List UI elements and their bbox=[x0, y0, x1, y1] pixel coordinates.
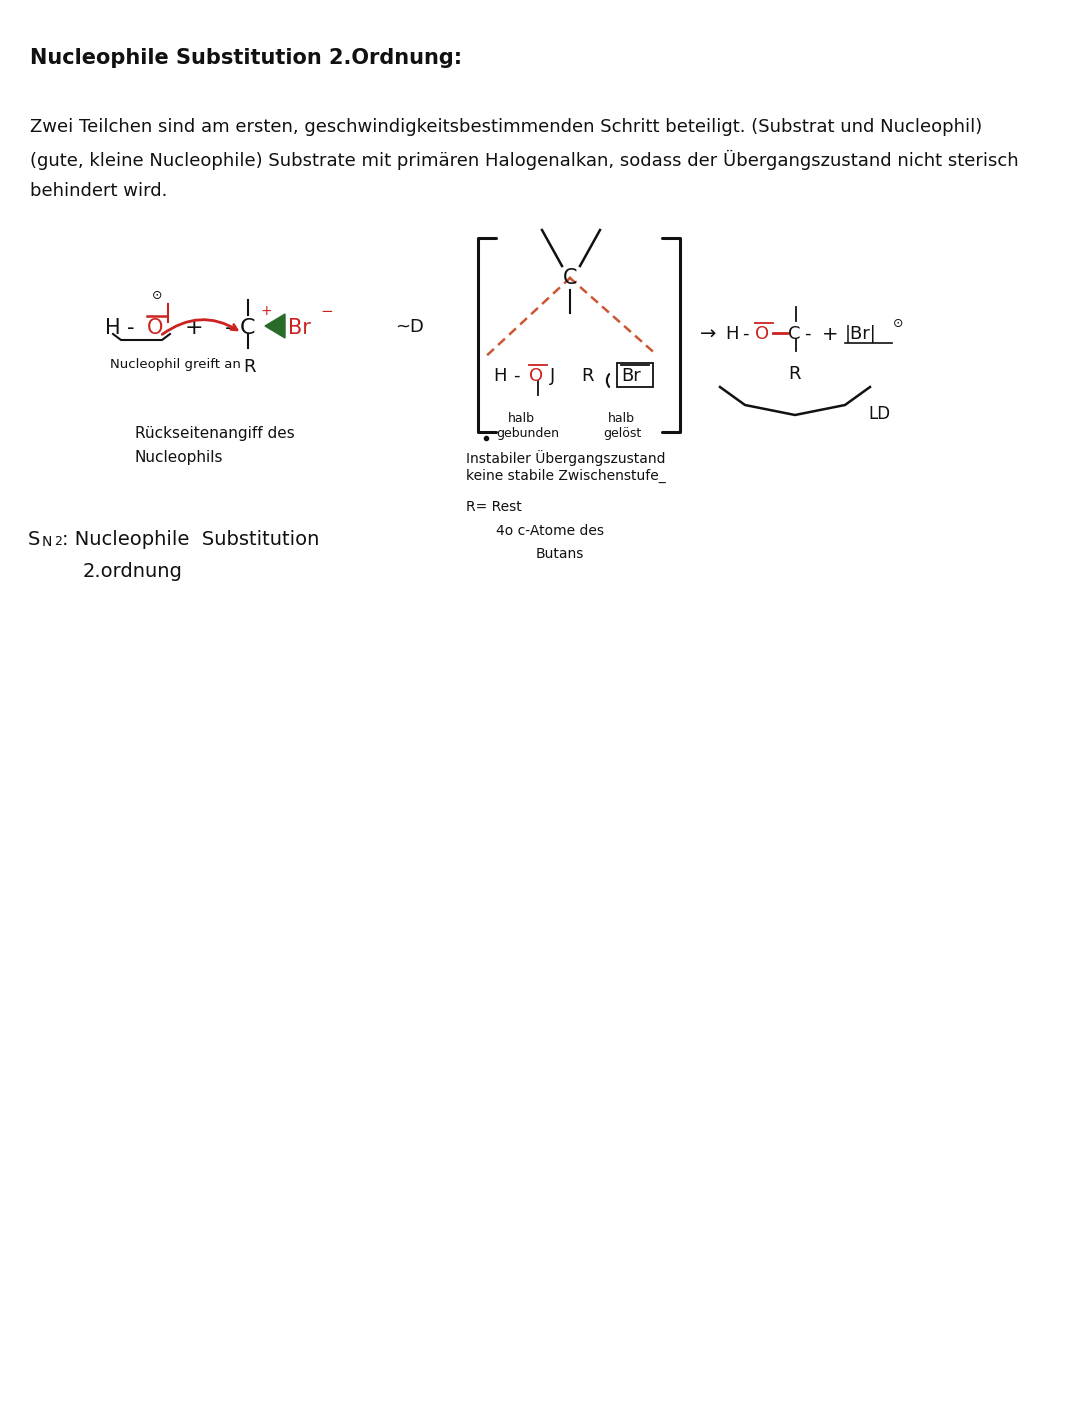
Text: behindert wird.: behindert wird. bbox=[30, 181, 167, 200]
Text: O: O bbox=[529, 367, 543, 385]
Text: C: C bbox=[240, 317, 256, 339]
Text: Zwei Teilchen sind am ersten, geschwindigkeitsbestimmenden Schritt beteiligt. (S: Zwei Teilchen sind am ersten, geschwindi… bbox=[30, 118, 982, 136]
Text: C: C bbox=[788, 324, 800, 343]
Text: −: − bbox=[320, 305, 333, 319]
Text: +: + bbox=[185, 317, 204, 339]
Text: halb: halb bbox=[608, 412, 635, 425]
Text: Nucleophils: Nucleophils bbox=[135, 451, 224, 465]
Text: 4o c-Atome des: 4o c-Atome des bbox=[496, 524, 604, 538]
Text: : Nucleophile  Substitution: : Nucleophile Substitution bbox=[62, 530, 320, 548]
Text: -: - bbox=[804, 324, 810, 343]
Text: +: + bbox=[260, 305, 272, 317]
Text: -: - bbox=[742, 324, 748, 343]
Text: gelöst: gelöst bbox=[603, 427, 642, 441]
Text: Br: Br bbox=[288, 317, 311, 339]
Text: Instabiler Übergangszustand: Instabiler Übergangszustand bbox=[465, 451, 665, 466]
Text: ⊙: ⊙ bbox=[152, 289, 162, 302]
Text: H: H bbox=[725, 324, 739, 343]
Text: Br: Br bbox=[621, 367, 640, 385]
Text: ⊙: ⊙ bbox=[893, 317, 904, 330]
Polygon shape bbox=[265, 315, 285, 339]
Text: H: H bbox=[105, 317, 121, 339]
Text: R: R bbox=[788, 366, 800, 383]
Text: gebunden: gebunden bbox=[496, 427, 559, 441]
Text: (gute, kleine Nucleophile) Substrate mit primären Halogenalkan, sodass der Überg: (gute, kleine Nucleophile) Substrate mit… bbox=[30, 150, 1018, 170]
Text: halb: halb bbox=[508, 412, 535, 425]
Text: keine stabile Zwischenstufe_: keine stabile Zwischenstufe_ bbox=[465, 469, 665, 483]
Text: Nucleophil greift an: Nucleophil greift an bbox=[110, 359, 241, 371]
Text: O: O bbox=[755, 324, 769, 343]
Text: S: S bbox=[28, 530, 40, 548]
Text: O: O bbox=[147, 317, 163, 339]
Text: Nucleophile Substitution 2.Ordnung:: Nucleophile Substitution 2.Ordnung: bbox=[30, 48, 462, 68]
Text: 2: 2 bbox=[54, 536, 62, 548]
Text: J: J bbox=[550, 367, 555, 385]
Text: Rückseitenangiff des: Rückseitenangiff des bbox=[135, 427, 295, 441]
Text: +: + bbox=[822, 324, 838, 344]
Text: R: R bbox=[243, 359, 256, 376]
Text: 2.ordnung: 2.ordnung bbox=[83, 563, 183, 581]
Text: R: R bbox=[581, 367, 594, 385]
Text: -: - bbox=[225, 317, 233, 339]
Text: H: H bbox=[492, 367, 507, 385]
Text: C: C bbox=[563, 268, 577, 288]
Text: N: N bbox=[42, 536, 52, 548]
Text: →: → bbox=[700, 324, 716, 344]
Text: -: - bbox=[127, 317, 135, 339]
Text: ~D: ~D bbox=[395, 317, 423, 336]
Text: R= Rest: R= Rest bbox=[465, 500, 522, 514]
Text: |Br|: |Br| bbox=[845, 324, 877, 343]
Text: Butans: Butans bbox=[536, 547, 584, 561]
Text: -: - bbox=[513, 367, 519, 385]
Text: LD: LD bbox=[868, 405, 890, 424]
